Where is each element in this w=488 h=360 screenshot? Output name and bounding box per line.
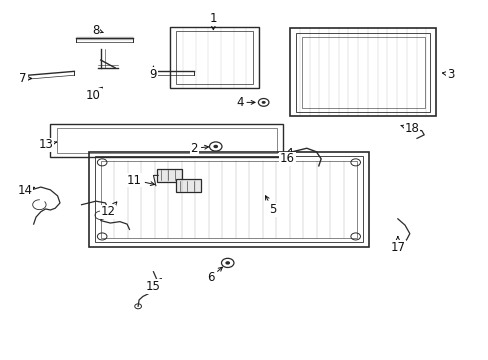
Text: 15: 15 <box>146 279 161 293</box>
Text: 9: 9 <box>149 66 157 81</box>
Circle shape <box>261 101 265 104</box>
FancyBboxPatch shape <box>176 179 201 192</box>
Circle shape <box>213 145 218 148</box>
Text: 4: 4 <box>236 96 254 109</box>
Text: 12: 12 <box>100 202 117 218</box>
Text: 7: 7 <box>20 72 32 85</box>
Text: 17: 17 <box>389 237 405 253</box>
Text: 3: 3 <box>442 68 453 81</box>
Text: 14: 14 <box>18 184 35 197</box>
FancyBboxPatch shape <box>157 169 182 182</box>
Text: 10: 10 <box>86 87 102 102</box>
Text: 18: 18 <box>400 122 419 135</box>
Text: 2: 2 <box>190 142 208 155</box>
Circle shape <box>225 261 230 265</box>
Text: 16: 16 <box>280 148 295 165</box>
Text: 13: 13 <box>38 138 57 151</box>
Text: 11: 11 <box>126 174 154 186</box>
Text: 8: 8 <box>92 23 103 37</box>
Text: 1: 1 <box>209 12 217 30</box>
Text: 5: 5 <box>265 196 276 216</box>
Text: 6: 6 <box>207 267 222 284</box>
